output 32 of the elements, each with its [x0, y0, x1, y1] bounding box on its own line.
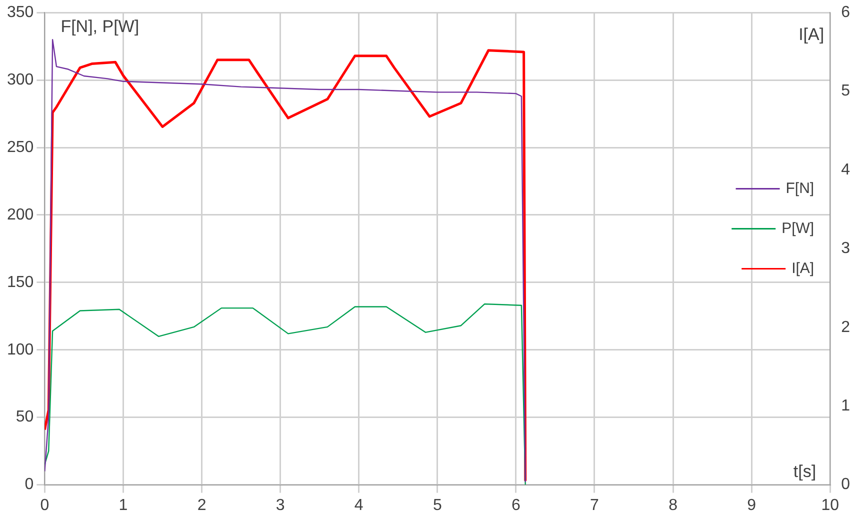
y2-tick-label: 5 — [841, 82, 850, 100]
y-tick-label: 300 — [6, 71, 34, 88]
y-tick-label: 350 — [6, 4, 34, 22]
x-tick-label: 1 — [118, 496, 128, 514]
y2-tick-label: 6 — [841, 4, 850, 22]
y-tick-label: 50 — [16, 408, 34, 426]
y2-tick-label: 1 — [841, 398, 850, 415]
x-axis-title: t[s] — [793, 462, 816, 481]
y-tick-label: 100 — [6, 341, 34, 358]
y-tick-label: 250 — [6, 138, 34, 156]
x-tick-label: 5 — [432, 496, 442, 514]
x-tick-label: 4 — [354, 496, 364, 514]
y-tick-label: 150 — [6, 274, 34, 291]
x-tick-label: 3 — [276, 496, 285, 514]
legend-label: F[N] — [786, 180, 814, 197]
y-tick-label: 200 — [6, 206, 34, 224]
y-axis-title: F[N], P[W] — [60, 16, 140, 36]
y2-tick-label: 3 — [841, 240, 850, 258]
x-tick-label: 6 — [511, 496, 520, 514]
y2-tick-label: 2 — [841, 318, 850, 336]
x-tick-label: 9 — [747, 496, 756, 514]
x-tick-label: 10 — [821, 496, 840, 514]
y2-axis-title: I[A] — [798, 24, 824, 44]
y2-tick-label: 4 — [841, 161, 850, 178]
x-tick-label: 8 — [668, 496, 678, 514]
x-tick-label: 0 — [40, 496, 50, 514]
legend-label: I[A] — [792, 260, 814, 277]
legend-label: P[W] — [782, 220, 814, 237]
y-tick-label: 0 — [24, 476, 34, 494]
x-tick-label: 2 — [197, 496, 206, 514]
y2-tick-label: 0 — [841, 476, 850, 494]
x-tick-label: 7 — [590, 496, 600, 514]
